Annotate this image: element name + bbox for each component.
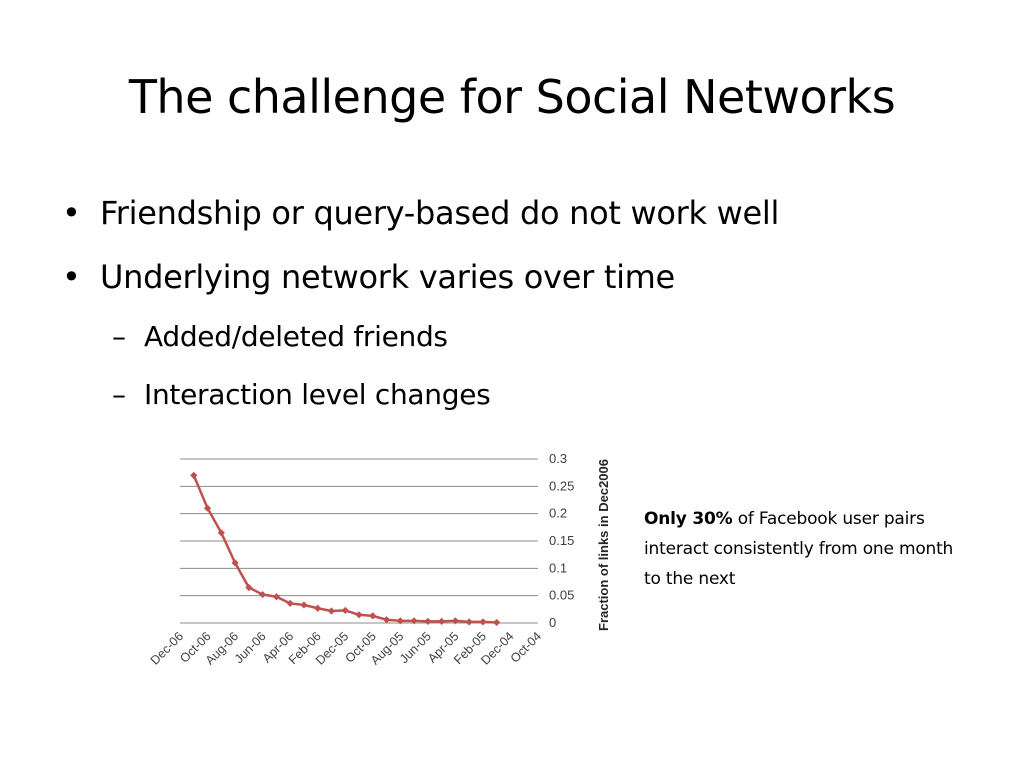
callout-text: of Facebook user pairs interact consiste… [644, 509, 954, 589]
sub-bullet-text: Interaction level changes [144, 378, 491, 411]
y-tick-label: 0.15 [549, 533, 574, 548]
data-point [190, 471, 198, 479]
y-tick-label: 0.05 [549, 588, 574, 603]
series-line [192, 474, 497, 624]
data-point [382, 616, 391, 624]
data-point [465, 618, 473, 626]
data-point [369, 612, 377, 620]
data-point [327, 607, 336, 615]
bullet-item: • Friendship or query-based do not work … [62, 190, 982, 236]
x-tick-label: Oct-04 [508, 629, 544, 665]
y-tick-label: 0.1 [549, 560, 567, 575]
data-point [424, 617, 432, 625]
line-chart: 0.30.250.20.150.10.050Dec-06Oct-06Aug-06… [148, 451, 611, 668]
data-point [479, 618, 487, 626]
data-point [203, 504, 212, 512]
y-tick-label: 0 [549, 615, 556, 630]
callout-highlight: Only 30% [644, 509, 733, 529]
bullet-text: Friendship or query-based do not work we… [100, 194, 780, 232]
y-tick-label: 0.25 [549, 478, 574, 493]
y-axis-title: Fraction of links in Dec2006 [596, 459, 611, 631]
x-tick-label: Jun-05 [397, 629, 434, 666]
data-point [493, 618, 501, 627]
sub-bullet-item: – Added/deleted friends [62, 318, 982, 356]
x-tick-label: Dec-06 [148, 629, 186, 667]
bullet-marker: • [62, 194, 81, 232]
slide-title: The challenge for Social Networks [128, 70, 896, 124]
data-point [355, 611, 363, 619]
bullet-list: • Friendship or query-based do not work … [62, 190, 982, 434]
y-tick-label: 0.3 [549, 451, 567, 466]
data-point [300, 601, 308, 609]
data-point [314, 604, 322, 612]
bullet-text: Underlying network varies over time [100, 258, 675, 296]
sub-bullet-marker: – [112, 378, 126, 411]
x-tick-label: Jun-06 [232, 629, 269, 666]
sub-bullet-item: – Interaction level changes [62, 376, 982, 414]
bullet-item: • Underlying network varies over time [62, 254, 982, 300]
sub-bullet-marker: – [112, 320, 126, 353]
data-point [451, 617, 459, 625]
sub-bullet-text: Added/deleted friends [144, 320, 448, 353]
data-point [341, 606, 349, 615]
y-tick-label: 0.2 [549, 506, 567, 521]
bullet-marker: • [62, 258, 81, 296]
callout-note: Only 30% of Facebook user pairs interact… [644, 504, 964, 594]
data-point [245, 583, 253, 592]
data-point [438, 617, 446, 625]
